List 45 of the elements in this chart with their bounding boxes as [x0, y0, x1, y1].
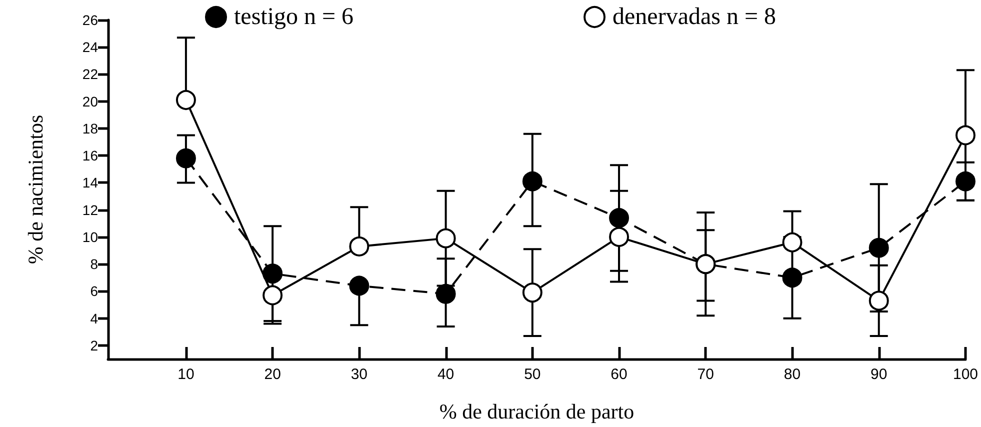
x-tick-label: 80 — [784, 366, 801, 383]
y-tick-label: 8 — [90, 256, 98, 272]
x-tick-label: 60 — [610, 366, 628, 383]
point — [262, 285, 283, 306]
x-tick-label: 70 — [697, 366, 714, 383]
point — [176, 90, 196, 110]
x-tick-label: 90 — [870, 366, 888, 383]
x-axis-title: % de duración de parto — [439, 400, 634, 424]
legend-label: denervadas n = 8 — [612, 4, 776, 30]
x-tick-label: 20 — [264, 366, 281, 383]
point — [349, 276, 370, 296]
point — [176, 148, 196, 168]
x-tick-label: 10 — [178, 366, 194, 383]
point — [956, 171, 976, 192]
point — [868, 238, 889, 258]
y-tick-label: 22 — [82, 66, 98, 82]
y-tick-label: 14 — [82, 174, 98, 191]
x-tick-label: 100 — [952, 366, 978, 383]
legend-label: testigo n = 6 — [234, 4, 354, 30]
y-tick-label: 10 — [82, 228, 98, 245]
y-tick-label: 6 — [90, 283, 98, 300]
y-tick-label: 26 — [82, 12, 98, 28]
y-axis-title: % de nacimientos — [24, 114, 48, 264]
y-tick-label: 20 — [82, 93, 98, 110]
x-tick-label: 50 — [524, 366, 541, 383]
y-tick-label: 16 — [82, 148, 98, 164]
point — [436, 284, 456, 304]
point — [782, 232, 802, 252]
point — [522, 282, 542, 303]
y-tick-label: 2 — [90, 337, 98, 354]
point — [349, 236, 370, 256]
point — [522, 171, 542, 192]
point — [609, 226, 630, 247]
y-tick-label: 12 — [82, 202, 98, 218]
y-tick-label: 24 — [82, 39, 98, 56]
point — [868, 290, 889, 311]
point — [436, 228, 456, 248]
y-tick-label: 4 — [90, 310, 98, 326]
y-tick-label: 18 — [82, 120, 98, 136]
point — [609, 208, 630, 228]
point — [262, 264, 283, 284]
x-tick-label: 30 — [350, 366, 368, 383]
x-tick-label: 40 — [437, 366, 454, 383]
point — [956, 125, 976, 146]
point — [782, 268, 802, 288]
